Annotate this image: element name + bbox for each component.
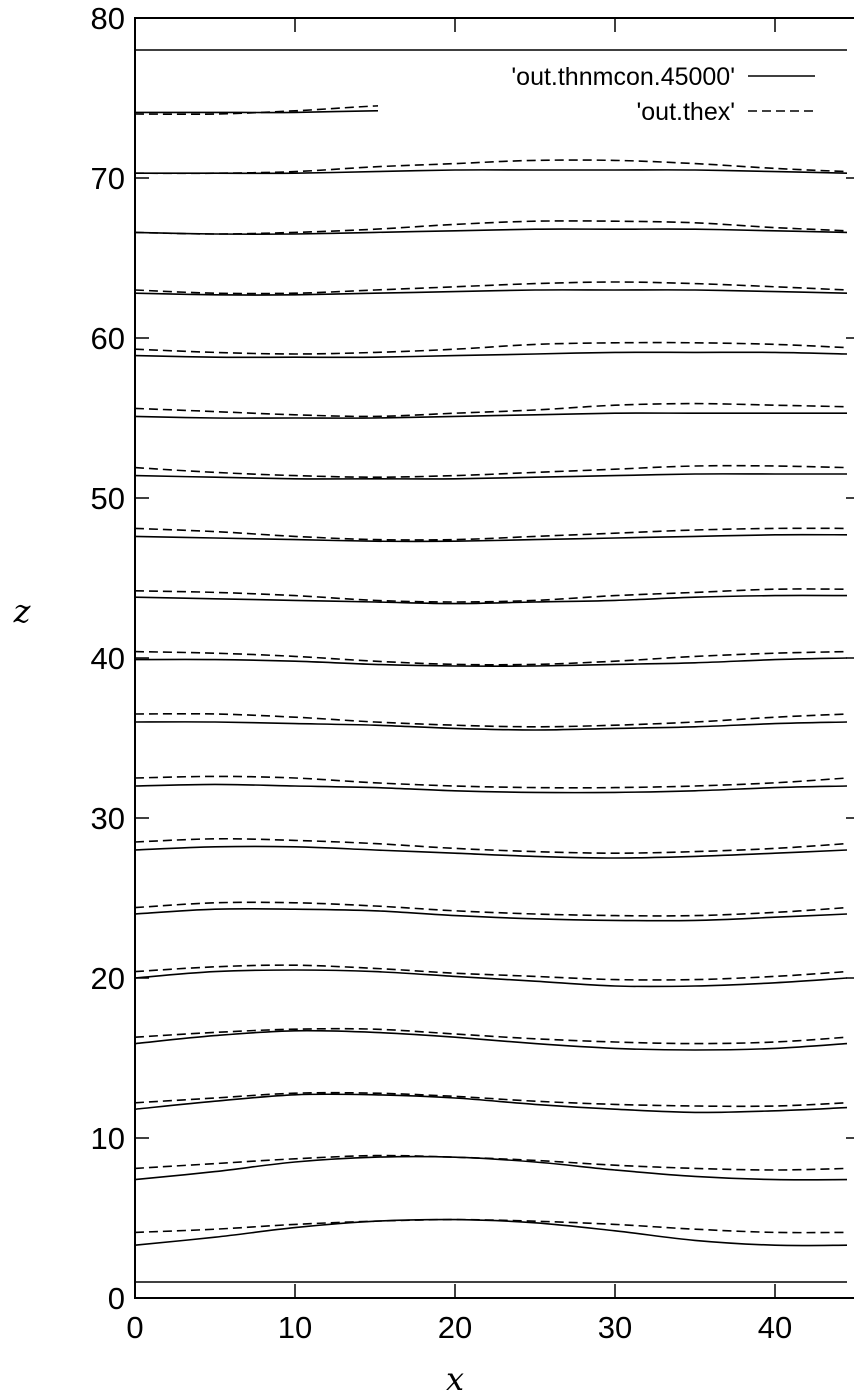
y-tick-label-4: 40 (91, 641, 125, 676)
dashed-contour-8 (134, 712, 848, 728)
dashed-contour-15 (134, 281, 848, 295)
dashed-contour-3 (134, 1027, 848, 1045)
dashed-contour-14 (134, 341, 848, 355)
solid-contour-4 (134, 969, 848, 988)
dashed-contour-17 (134, 159, 848, 175)
solid-contour-5 (134, 907, 848, 922)
y-tick-label-1: 10 (91, 1121, 125, 1156)
solid-contour-10 (134, 594, 848, 605)
dashed-contour-0 (134, 1218, 848, 1234)
y-tick-label-7: 70 (91, 161, 125, 196)
dashed-contour-2 (134, 1091, 848, 1108)
dashed-contour-7 (134, 775, 848, 789)
solid-contour-11 (134, 533, 848, 543)
x-tick-label-3: 30 (598, 1310, 632, 1345)
y-axis-ticks: 0 10 20 30 40 50 60 70 80 (91, 1, 854, 1316)
legend: 'out.thnmcon.45000' 'out.thex' (378, 56, 854, 128)
series-thex (134, 100, 848, 1234)
legend-label-thnmcon: 'out.thnmcon.45000' (511, 63, 735, 91)
solid-contour-3 (134, 1029, 848, 1051)
solid-contour-12 (134, 473, 847, 480)
solid-contour-6 (134, 845, 848, 859)
legend-label-thex: 'out.thex' (637, 98, 736, 126)
y-tick-label-6: 60 (91, 321, 125, 356)
series-thnmcon (134, 49, 848, 1283)
y-tick-label-5: 50 (91, 481, 125, 516)
dashed-contour-11 (134, 527, 848, 541)
dashed-contour-6 (134, 837, 848, 855)
solid-contour-13 (134, 412, 847, 419)
solid-contour-2 (134, 1093, 848, 1114)
x-tick-label-2: 20 (438, 1310, 472, 1345)
dashed-contour-4 (134, 964, 848, 981)
solid-contour-14 (134, 351, 848, 359)
solid-contour-15 (134, 289, 848, 296)
y-axis-label: z (13, 592, 32, 630)
dashed-contour-13 (134, 402, 848, 418)
dashed-contour-1 (134, 1154, 848, 1171)
x-axis-ticks: 0 10 20 30 40 (126, 18, 792, 1345)
x-tick-label-4: 40 (758, 1310, 792, 1345)
dashed-contour-12 (134, 464, 848, 479)
solid-contour-9 (134, 657, 848, 668)
x-tick-label-1: 10 (278, 1310, 312, 1345)
solid-contour-7 (134, 783, 848, 794)
x-axis-label: x (446, 1360, 464, 1398)
y-tick-label-8: 80 (91, 1, 125, 36)
solid-contour-8 (134, 721, 848, 731)
x-tick-label-0: 0 (126, 1310, 143, 1345)
dashed-contour-16 (134, 220, 848, 235)
dashed-contour-10 (134, 588, 848, 603)
dashed-contour-9 (134, 650, 848, 666)
dashed-contour-18 (134, 100, 848, 116)
dashed-contour-5 (134, 901, 848, 917)
y-tick-label-0: 0 (108, 1281, 125, 1316)
y-tick-label-3: 30 (91, 801, 125, 836)
legend-bg (378, 56, 854, 128)
solid-contour-0 (134, 1218, 848, 1247)
solid-contour-1 (134, 1155, 848, 1181)
plot-frame (134, 17, 854, 1299)
y-tick-label-2: 20 (91, 961, 125, 996)
